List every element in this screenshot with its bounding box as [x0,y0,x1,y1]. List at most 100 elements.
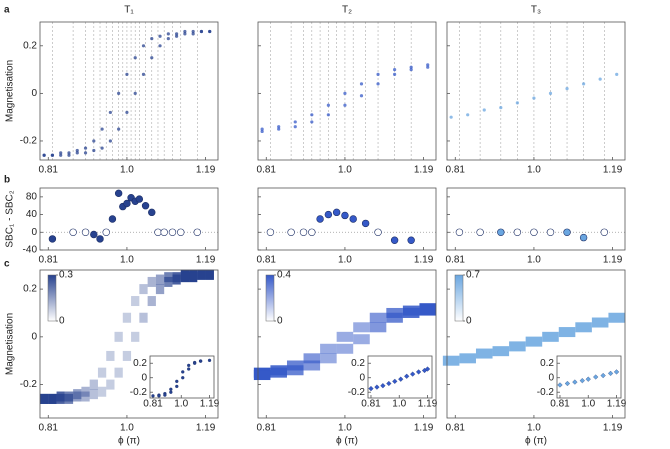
heat-cell [369,322,387,333]
magnetisation-point [343,91,347,95]
x-tick-label: 0.81 [39,255,59,266]
x-tick-label: 0.81 [257,165,277,176]
sbc-point [81,228,90,236]
magnetisation-point [183,29,187,34]
colorbar [47,274,57,322]
heat-cell [139,284,148,295]
magnetisation-point [310,113,314,117]
axes-frame [446,187,626,251]
y-tick-label: 0.2 [351,358,365,369]
sbc-point [316,215,324,223]
magnetisation-point [83,146,88,150]
heat-cell [64,393,74,404]
magnetisation-point [293,125,297,129]
heat-cell [147,296,156,307]
heat-cell [197,269,206,280]
colorbar-label: 0.3 [59,270,73,281]
axes-frame [257,187,437,251]
inset-point [424,366,431,372]
inset-point [404,373,410,379]
y-axis-label: SBC₁ - SBC₂ [5,190,16,247]
y-tick-label: -0.2 [20,136,38,147]
heat-cell [475,348,493,359]
heat-cell [40,393,49,404]
sbc-point [455,228,464,236]
heat-cell [189,272,198,283]
inset-point [398,376,404,382]
heat-cell [131,331,140,342]
x-tick-label: 1.0 [120,423,134,434]
magnetisation-point [376,82,380,86]
y-axis-label: Magnetisation [5,60,16,122]
sbc-point [513,228,522,236]
y-tick-label: 0 [141,372,147,383]
magnetisation-point [376,72,380,76]
x-tick-label: 1.19 [414,165,434,176]
magnetisation-point [67,151,71,155]
inset-frame [556,355,622,399]
heat-cell [131,296,140,307]
heat-cell [442,355,460,366]
y-tick-label: 0.2 [133,358,147,369]
panel-label: a [4,5,10,16]
magnetisation-point [108,110,112,115]
inset-point [613,369,620,375]
colorbar-label: 0 [466,316,472,327]
heat-cell [97,367,107,378]
y-tick-label: -0.2 [20,379,38,390]
heat-cell [303,353,321,364]
sbc-point [546,228,555,236]
magnetisation-point [42,153,46,157]
heat-cell [48,393,57,404]
heat-cell [106,350,115,361]
heat-cell [320,343,337,354]
magnetisation-point [359,82,364,86]
magnetisation-point [133,91,137,95]
heat-cell [180,272,190,283]
magnetisation-point [466,113,470,117]
magnetisation-point [158,44,162,48]
magnetisation-point [100,127,104,131]
colorbar-label: 0 [59,316,65,327]
magnetisation-point [277,125,281,129]
inset-point [564,380,571,387]
magnetisation-point [191,32,195,36]
inset-point [600,372,606,379]
magnetisation-point [393,67,397,72]
inset-point [410,371,416,377]
inset-point [169,387,173,391]
colorbar-label: 0.7 [466,270,480,281]
x-tick-label: 1.0 [120,165,134,176]
magnetisation-point [117,127,121,131]
heat-cell [558,327,576,338]
x-tick-label: 1.19 [603,255,623,266]
x-tick-label: 1.0 [527,165,541,176]
magnetisation-point [260,127,264,131]
sbc-point [530,228,538,236]
sbc-point [48,235,57,243]
heat-cell [122,350,132,361]
panel-label: b [4,175,10,186]
axes-frame [446,21,626,161]
sbc-point [90,230,98,239]
x-tick-label: 1.19 [414,423,434,434]
magnetisation-point [92,139,96,143]
inset-point [572,379,578,385]
inset-point [187,367,191,371]
magnetisation-point [191,29,195,34]
sbc-point [324,210,333,219]
y-tick-label: -0.2 [537,387,555,398]
x-tick-label: 1.0 [338,255,352,266]
heat-cell [114,367,123,378]
heat-cell [542,331,559,342]
magnetisation-point [67,153,71,157]
magnetisation-point [108,139,112,143]
inset-point [187,363,191,368]
inset-point [181,376,185,380]
heat-cell [525,336,543,347]
magnetisation-point [125,72,129,76]
heat-cell [89,389,98,400]
inset-point [193,361,197,365]
x-axis-label: ϕ (π) [336,436,358,447]
